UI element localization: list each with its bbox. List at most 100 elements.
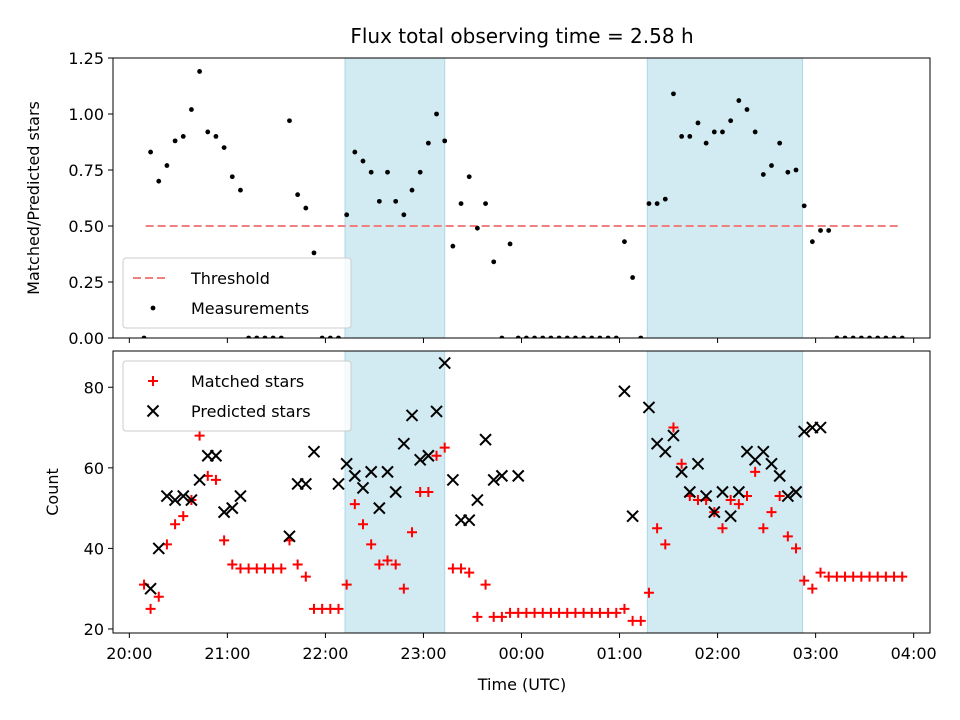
data-point bbox=[172, 138, 178, 144]
data-point bbox=[474, 225, 480, 231]
data-point bbox=[352, 149, 358, 155]
y-axis-label-count: Count bbox=[43, 468, 62, 516]
data-point bbox=[425, 140, 431, 146]
x-tick: 02:00 bbox=[695, 633, 741, 663]
data-point bbox=[278, 335, 284, 338]
matched-point bbox=[398, 583, 409, 594]
data-point bbox=[687, 134, 693, 139]
data-point bbox=[736, 98, 742, 103]
data-point bbox=[458, 201, 464, 207]
matched-point bbox=[611, 607, 622, 618]
matched-point bbox=[358, 519, 369, 530]
data-point bbox=[564, 335, 570, 338]
predicted-point bbox=[234, 489, 247, 503]
predicted-point bbox=[463, 513, 476, 527]
predicted-point bbox=[430, 405, 443, 418]
predicted-point bbox=[193, 473, 206, 487]
data-point bbox=[319, 335, 325, 338]
predicted-point bbox=[209, 449, 223, 462]
data-point bbox=[393, 198, 399, 204]
data-point bbox=[229, 174, 235, 180]
shaded-interval bbox=[646, 351, 804, 633]
legend-label: Measurements bbox=[191, 299, 309, 318]
y-tick-label: 40 bbox=[84, 539, 104, 558]
x-tick: 22:00 bbox=[302, 633, 348, 663]
matched-point bbox=[635, 615, 646, 626]
data-point bbox=[654, 201, 660, 207]
x-tick-label: 01:00 bbox=[596, 644, 642, 663]
data-point bbox=[581, 335, 586, 338]
predicted-point bbox=[471, 493, 484, 507]
predicted-point bbox=[160, 489, 174, 503]
y-tick: 20 bbox=[84, 620, 113, 639]
y-tick-label: 1.25 bbox=[68, 49, 104, 68]
data-point bbox=[630, 275, 636, 280]
predicted-point bbox=[438, 356, 451, 370]
legend-item: Measurements bbox=[150, 299, 309, 318]
predicted-point bbox=[512, 469, 525, 483]
data-point bbox=[336, 335, 341, 338]
data-point bbox=[238, 187, 243, 193]
predicted-point bbox=[356, 481, 370, 495]
data-point bbox=[491, 259, 497, 265]
matched-point bbox=[815, 567, 826, 578]
y-tick-label: 0.00 bbox=[68, 329, 104, 348]
data-point bbox=[515, 335, 521, 338]
predicted-point bbox=[667, 429, 680, 442]
matched-point bbox=[349, 499, 360, 510]
predicted-point bbox=[642, 401, 656, 414]
predicted-point bbox=[446, 473, 460, 487]
data-point bbox=[344, 212, 350, 218]
x-tick: 21:00 bbox=[204, 633, 250, 663]
matched-point bbox=[456, 563, 467, 574]
predicted-point bbox=[732, 485, 746, 499]
predicted-point bbox=[765, 457, 778, 471]
data-point bbox=[368, 169, 374, 175]
data-point bbox=[532, 335, 537, 338]
matched-point bbox=[194, 430, 205, 441]
predicted-point bbox=[659, 445, 672, 458]
data-point bbox=[409, 187, 415, 193]
x-tick-label: 04:00 bbox=[891, 644, 937, 663]
matched-point bbox=[210, 474, 221, 485]
data-point bbox=[466, 174, 472, 180]
x-axis-label: Time (UTC) bbox=[477, 675, 566, 694]
matched-point bbox=[643, 587, 654, 598]
data-point bbox=[327, 335, 333, 338]
data-point bbox=[205, 129, 211, 135]
matched-point bbox=[341, 579, 352, 590]
x-tick: 20:00 bbox=[106, 633, 152, 663]
data-point bbox=[311, 250, 317, 256]
data-point bbox=[899, 335, 905, 338]
predicted-point bbox=[716, 485, 729, 499]
data-point bbox=[646, 201, 652, 207]
predicted-point bbox=[683, 485, 697, 499]
data-point bbox=[254, 335, 260, 338]
data-point bbox=[801, 203, 807, 209]
data-point bbox=[867, 335, 872, 338]
matched-point bbox=[292, 559, 303, 570]
matched-point bbox=[170, 519, 181, 530]
predicted-point bbox=[144, 582, 157, 595]
matched-point bbox=[178, 511, 189, 522]
x-tick-label: 00:00 bbox=[498, 644, 544, 663]
y-tick-label: 1.00 bbox=[68, 105, 104, 124]
y-tick: 40 bbox=[84, 539, 113, 558]
data-point bbox=[613, 335, 619, 338]
predicted-point bbox=[422, 449, 435, 462]
x-tick: 01:00 bbox=[596, 633, 643, 663]
matched-point bbox=[480, 579, 491, 590]
predicted-point bbox=[708, 505, 721, 519]
x-tick: 00:00 bbox=[498, 633, 545, 663]
predicted-point bbox=[789, 485, 803, 499]
data-point bbox=[842, 335, 848, 338]
matched-point bbox=[227, 559, 238, 570]
matched-point bbox=[782, 531, 793, 542]
data-point bbox=[777, 140, 783, 146]
data-point bbox=[679, 134, 685, 139]
data-point bbox=[818, 228, 823, 233]
matched-point bbox=[464, 567, 475, 578]
matched-point bbox=[660, 539, 671, 550]
y-tick: 1.25 bbox=[68, 49, 113, 68]
data-point bbox=[548, 335, 554, 338]
